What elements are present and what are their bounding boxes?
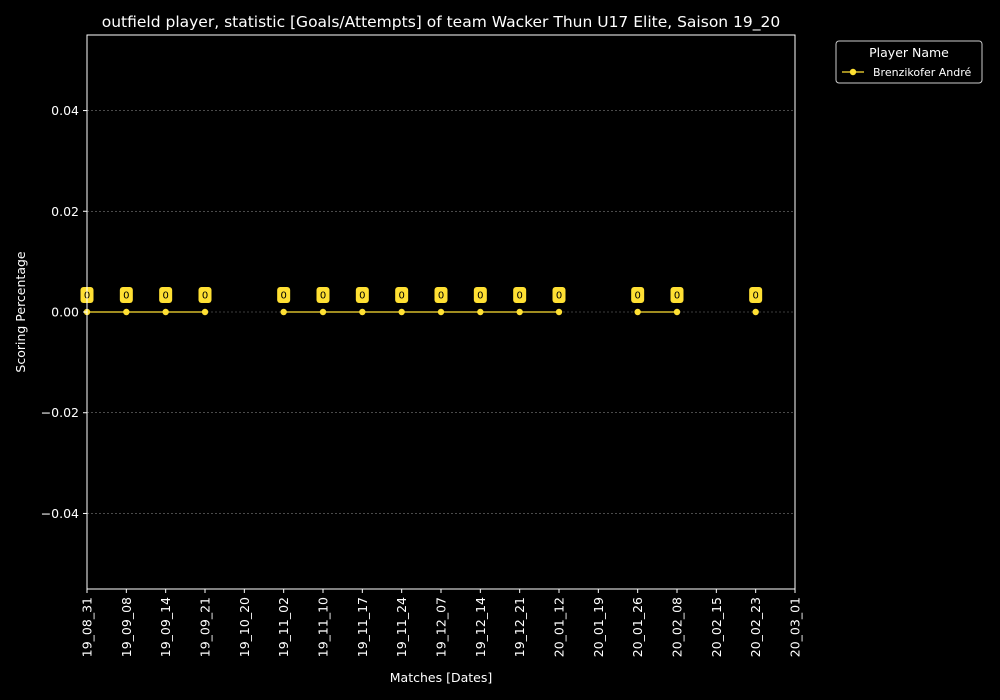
data-label-box [749, 287, 763, 303]
data-point [555, 308, 563, 316]
data-label-text: 0 [398, 291, 404, 302]
data-label: 0 [159, 287, 173, 303]
data-label-text: 0 [320, 291, 326, 302]
x-tick-label: 20_01_19 [591, 597, 606, 657]
data-label-box [513, 287, 527, 303]
x-tick-label: 19_10_20 [237, 597, 252, 657]
data-label-box [552, 287, 566, 303]
data-point [319, 308, 327, 316]
data-label-box [434, 287, 448, 303]
data-label-box [119, 287, 133, 303]
data-point [201, 308, 209, 316]
data-label-text: 0 [162, 291, 168, 302]
data-label-text: 0 [752, 291, 758, 302]
data-label-text: 0 [280, 291, 286, 302]
data-label-text: 0 [123, 291, 129, 302]
x-tick-label: 19_11_24 [394, 597, 409, 657]
data-label-box [670, 287, 684, 303]
y-tick-label: 0.04 [51, 103, 79, 118]
legend-entry-label: Brenzikofer André [873, 66, 972, 79]
x-tick-label: 19_11_17 [355, 597, 370, 657]
x-tick-label: 19_09_21 [198, 597, 213, 657]
x-tick-label: 19_11_02 [276, 597, 291, 657]
data-label-text: 0 [202, 291, 208, 302]
x-tick-label: 19_11_10 [316, 597, 331, 657]
data-point [752, 308, 759, 316]
data-label: 0 [316, 287, 330, 303]
data-label-text: 0 [634, 291, 640, 302]
data-label: 0 [631, 287, 645, 303]
x-tick-label: 20_03_01 [788, 597, 803, 657]
x-tick-label: 19_12_07 [434, 597, 449, 657]
data-label: 0 [749, 287, 763, 303]
data-label-text: 0 [674, 291, 680, 302]
data-label-text: 0 [516, 291, 522, 302]
data-label-box [277, 287, 291, 303]
data-label: 0 [473, 287, 487, 303]
x-tick-label: 20_02_15 [709, 597, 724, 657]
data-label-text: 0 [438, 291, 444, 302]
x-tick-label: 19_09_08 [119, 597, 134, 657]
data-point [516, 308, 523, 316]
data-label-text: 0 [477, 291, 483, 302]
data-label-box [316, 287, 330, 303]
data-label: 0 [277, 287, 291, 303]
data-label-box [395, 287, 409, 303]
data-label: 0 [434, 287, 448, 303]
legend-marker-swatch [849, 68, 857, 76]
data-label: 0 [670, 287, 684, 303]
legend: Player Name Brenzikofer André [835, 40, 983, 84]
x-tick-label: 20_02_23 [748, 597, 763, 657]
chart-title: outfield player, statistic [Goals/Attemp… [102, 13, 781, 32]
y-axis-label: Scoring Percentage [13, 251, 28, 373]
data-label-box [355, 287, 369, 303]
x-tick-label: 19_08_31 [80, 597, 95, 657]
y-tick-label: 0.02 [51, 204, 79, 219]
x-tick-label: 20_02_08 [670, 597, 685, 657]
x-tick-label: 20_01_26 [630, 597, 645, 657]
data-label: 0 [355, 287, 369, 303]
data-label-text: 0 [359, 291, 365, 302]
data-point [162, 308, 169, 316]
data-point [437, 308, 445, 316]
data-label: 0 [198, 287, 212, 303]
data-point [673, 308, 681, 316]
data-label-box [198, 287, 212, 303]
data-point [359, 308, 366, 316]
legend-title: Player Name [869, 45, 949, 60]
data-label-box [631, 287, 645, 303]
data-point [477, 308, 484, 316]
data-point [123, 308, 130, 316]
data-points [83, 308, 759, 316]
y-tick-label: −0.02 [41, 405, 79, 420]
data-label: 0 [513, 287, 527, 303]
legend-box [835, 40, 983, 84]
data-point [280, 308, 287, 316]
data-label: 0 [395, 287, 409, 303]
data-label-text: 0 [556, 291, 562, 302]
data-point [398, 308, 405, 316]
x-tick-label: 19_12_14 [473, 597, 488, 657]
y-axis-ticks: −0.04 −0.02 0.00 0.02 0.04 [41, 103, 87, 521]
data-point [634, 308, 641, 316]
data-label-box [473, 287, 487, 303]
data-label: 0 [119, 287, 133, 303]
x-tick-label: 19_12_21 [512, 597, 527, 657]
x-tick-label: 19_09_14 [158, 597, 173, 657]
x-tick-label: 20_01_12 [552, 597, 567, 657]
y-tick-label: 0.00 [51, 305, 79, 320]
data-label-box [159, 287, 173, 303]
y-tick-label: −0.04 [41, 506, 79, 521]
data-label: 0 [552, 287, 566, 303]
x-axis-label: Matches [Dates] [390, 670, 492, 685]
x-axis-ticks: 19_08_31 19_09_08 19_09_14 19_09_21 19_10_20… [80, 589, 803, 657]
